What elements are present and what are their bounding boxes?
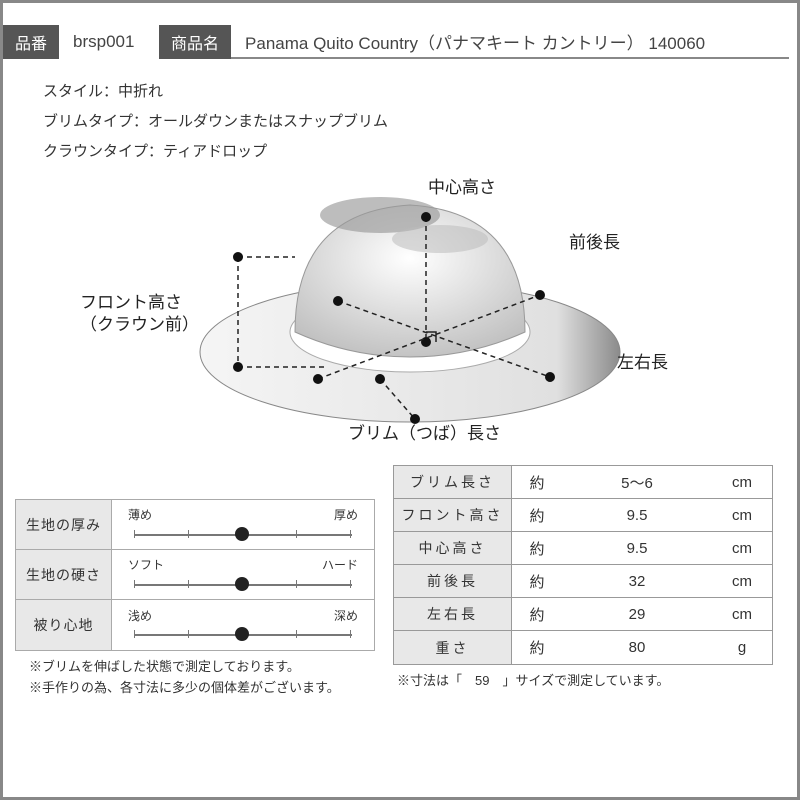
- name-label: 商品名: [159, 25, 231, 59]
- table-row: 左右長約29cm: [394, 598, 772, 631]
- meas-key: 重さ: [394, 631, 512, 664]
- bottom-row: 生地の厚み薄め 厚め生地の硬さソフト ハード被り心地浅め 深め ※ブリムを伸ばした状態…: [15, 465, 785, 699]
- slider-label: 生地の厚み: [16, 500, 112, 549]
- slider-dot: [235, 577, 249, 591]
- slider-row: 被り心地浅め 深め: [16, 600, 374, 650]
- measurements-table: ブリム長さ約5～6cmフロント高さ約9.5cm中心高さ約9.5cm前後長約32c…: [393, 465, 773, 665]
- meas-key: ブリム長さ: [394, 466, 512, 498]
- meas-value: 5～6: [562, 472, 712, 493]
- slider-dot: [235, 627, 249, 641]
- code-label: 品番: [3, 25, 59, 59]
- meas-key: 中心高さ: [394, 532, 512, 564]
- header-bar: 品番 brsp001 商品名 Panama Quito Country（パナマキ…: [3, 25, 797, 59]
- meas-value: 29: [562, 606, 712, 623]
- slider-right-label: 深め: [334, 607, 358, 624]
- slider-left-label: ソフト: [128, 556, 164, 573]
- slider-right-label: ハード: [322, 556, 358, 573]
- slider-row: 生地の厚み薄め 厚め: [16, 500, 374, 550]
- meas-approx: 約: [512, 472, 562, 493]
- meas-approx: 約: [512, 571, 562, 592]
- meas-approx: 約: [512, 538, 562, 559]
- slider-label: 生地の硬さ: [16, 550, 112, 599]
- hat-diagram: 中心高さ 前後長 フロント高さ （クラウン前） 左右長 ブリム（つば）長さ: [80, 157, 720, 457]
- meas-unit: cm: [712, 606, 772, 623]
- spec-brim-type: ブリムタイプ：オールダウンまたはスナップブリム: [43, 107, 797, 137]
- table-row: フロント高さ約9.5cm: [394, 499, 772, 532]
- name-value: Panama Quito Country（パナマキート カントリー） 14006…: [231, 25, 789, 59]
- meas-unit: cm: [712, 474, 772, 491]
- slider-body: 浅め 深め: [112, 600, 374, 650]
- meas-approx: 約: [512, 505, 562, 526]
- slider-right-label: 厚め: [334, 506, 358, 523]
- meas-value: 32: [562, 573, 712, 590]
- lbl-front-height: フロント高さ （クラウン前）: [80, 292, 199, 336]
- slider-row: 生地の硬さソフト ハード: [16, 550, 374, 600]
- slider-dot: [235, 527, 249, 541]
- meas-key: 前後長: [394, 565, 512, 597]
- lbl-front-back: 前後長: [569, 232, 620, 254]
- lbl-left-right: 左右長: [617, 352, 668, 374]
- table-row: ブリム長さ約5～6cm: [394, 466, 772, 499]
- meas-unit: cm: [712, 573, 772, 590]
- meas-unit: cm: [712, 540, 772, 557]
- meas-value: 80: [562, 639, 712, 656]
- meas-key: フロント高さ: [394, 499, 512, 531]
- slider-left-label: 浅め: [128, 607, 152, 624]
- meas-unit: cm: [712, 507, 772, 524]
- slider-left-label: 薄め: [128, 506, 152, 523]
- meas-approx: 約: [512, 604, 562, 625]
- meas-footnote: ※寸法は「 59 」サイズで測定しています。: [397, 671, 773, 692]
- lbl-brim-length: ブリム（つば）長さ: [348, 423, 501, 445]
- slider-footnote: ※ブリムを伸ばした状態で測定しております。 ※手作りの為、各寸法に多少の個体差が…: [29, 657, 375, 699]
- meas-approx: 約: [512, 637, 562, 658]
- spec-style: スタイル：中折れ: [43, 77, 797, 107]
- spec-lines: スタイル：中折れ ブリムタイプ：オールダウンまたはスナップブリム クラウンタイプ…: [43, 77, 797, 167]
- meas-key: 左右長: [394, 598, 512, 630]
- slider-label: 被り心地: [16, 600, 112, 650]
- sliders-table: 生地の厚み薄め 厚め生地の硬さソフト ハード被り心地浅め 深め: [15, 499, 375, 651]
- code-value: brsp001: [59, 25, 159, 59]
- table-row: 中心高さ約9.5cm: [394, 532, 772, 565]
- lbl-center-height: 中心高さ: [428, 177, 496, 199]
- table-row: 前後長約32cm: [394, 565, 772, 598]
- meas-value: 9.5: [562, 540, 712, 557]
- meas-unit: g: [712, 639, 772, 656]
- slider-body: ソフト ハード: [112, 550, 374, 599]
- slider-body: 薄め 厚め: [112, 500, 374, 549]
- table-row: 重さ約80g: [394, 631, 772, 664]
- meas-value: 9.5: [562, 507, 712, 524]
